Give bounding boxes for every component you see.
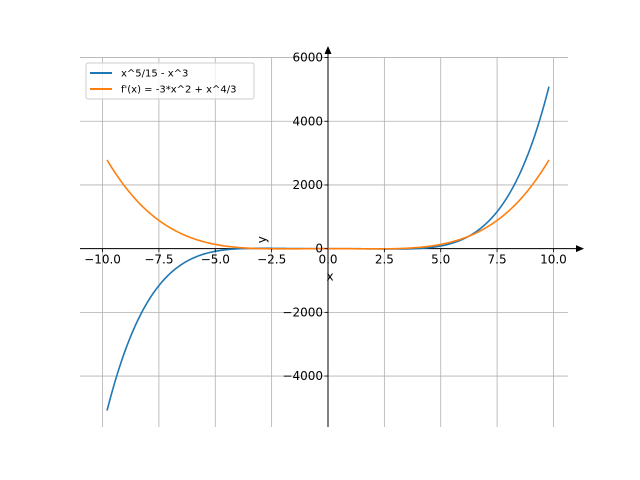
x-tick-label-3: −2.5 [257,253,286,267]
y-tick-label-2: 0 [315,242,323,256]
x-tick-label-7: 7.5 [488,253,507,267]
x-tick-label-8: 10.0 [540,253,567,267]
legend-label-series-1: x^5/15 - x^3 [121,69,188,80]
x-tick-label-2: −5.0 [201,253,230,267]
tick-labels: −10.0 −7.5 −5.0 −2.5 0.0 2.5 5.0 7.5 10.0 −4000 −2… [84,51,567,383]
x-tick-label-5: 2.5 [375,253,394,267]
y-tick-label-0: −4000 [282,369,323,383]
y-axis-arrow [324,46,332,54]
legend-label-series-2: f'(x) = -3*x^2 + x^4/3 [121,85,236,96]
y-axis-label: y [255,236,269,243]
grid [80,57,568,427]
legend: x^5/15 - x^3 f'(x) = -3*x^2 + x^4/3 [85,62,255,100]
legend-box [85,62,255,100]
x-axis-label: x [326,270,333,284]
x-tick-label-1: −7.5 [144,253,173,267]
y-tick-label-1: −2000 [282,305,323,319]
y-tick-label-5: 6000 [292,51,323,65]
x-tick-label-4: 0.0 [318,253,337,267]
y-tick-label-3: 2000 [292,178,323,192]
x-tick-label-0: −10.0 [84,253,121,267]
axes [80,46,584,427]
x-axis-arrow [576,245,584,253]
x-tick-label-6: 5.0 [431,253,450,267]
y-tick-label-4: 4000 [292,114,323,128]
